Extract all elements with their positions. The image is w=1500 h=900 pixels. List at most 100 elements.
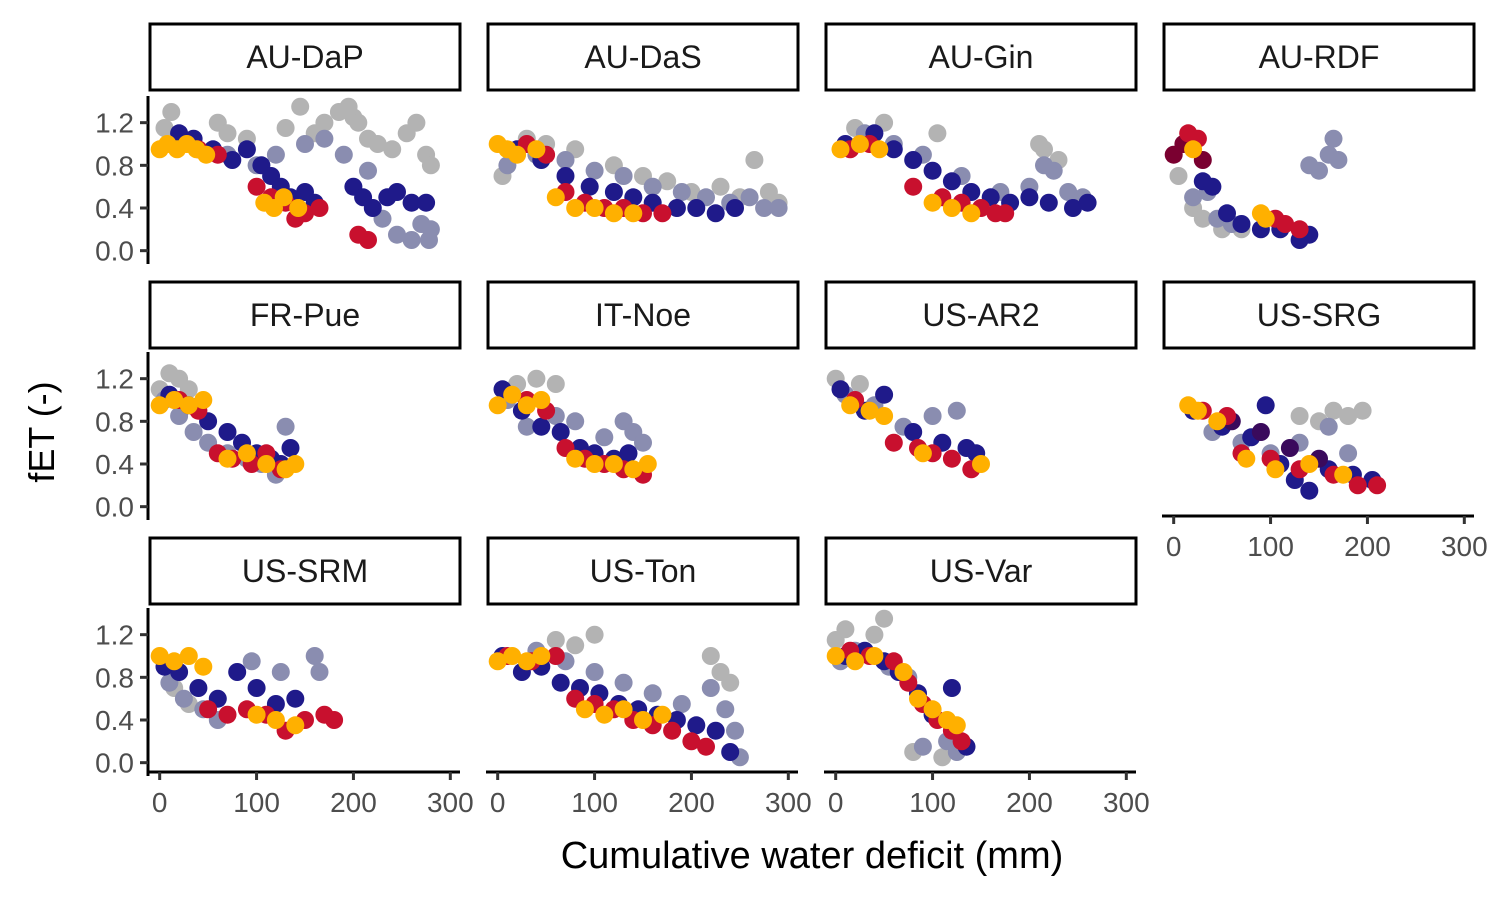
- data-point: [532, 391, 551, 409]
- data-point: [174, 689, 193, 708]
- x-tick-label: 100: [909, 787, 956, 818]
- data-point: [614, 673, 633, 692]
- data-point: [672, 183, 691, 201]
- x-tick-label: 300: [765, 787, 812, 818]
- data-point: [286, 455, 305, 473]
- data-point: [972, 455, 990, 473]
- data-point: [721, 743, 740, 761]
- strip-label: US-SRM: [242, 553, 368, 589]
- x-tick-label: 200: [668, 787, 715, 818]
- data-point: [223, 151, 242, 169]
- data-point: [1251, 423, 1270, 441]
- data-point: [831, 380, 850, 399]
- data-point: [402, 193, 421, 212]
- data-point: [517, 652, 536, 671]
- data-point: [566, 412, 585, 431]
- data-point: [701, 647, 720, 665]
- x-tick-label: 300: [1441, 531, 1488, 562]
- data-point: [556, 167, 575, 185]
- data-point: [1188, 401, 1207, 420]
- y-tick-label: 1.2: [95, 620, 134, 651]
- data-point: [266, 145, 285, 164]
- x-tick-label: 100: [1247, 531, 1294, 562]
- points-group: [1179, 396, 1387, 500]
- data-point: [1044, 161, 1063, 180]
- data-point: [194, 391, 213, 409]
- strip-label: AU-Gin: [929, 39, 1034, 75]
- data-point: [1300, 455, 1319, 473]
- data-point: [368, 135, 387, 153]
- data-point: [604, 455, 623, 473]
- panel-us-ar2: US-AR2: [824, 280, 1138, 479]
- data-point: [407, 113, 426, 132]
- data-point: [923, 193, 942, 212]
- points-group: [150, 364, 305, 484]
- data-point: [745, 151, 764, 169]
- data-point: [1256, 209, 1275, 228]
- x-tick-label: 300: [1103, 787, 1150, 818]
- strip-label: AU-RDF: [1259, 39, 1380, 75]
- data-point: [1218, 204, 1236, 223]
- data-point: [1184, 140, 1203, 159]
- data-point: [687, 716, 706, 735]
- data-point: [904, 177, 923, 196]
- data-point: [276, 417, 295, 436]
- data-point: [517, 396, 536, 415]
- data-point: [189, 679, 208, 697]
- data-point: [740, 188, 759, 207]
- data-point: [266, 711, 285, 729]
- y-tick-label: 0.4: [95, 449, 134, 480]
- data-point: [933, 748, 952, 767]
- data-point: [585, 663, 604, 681]
- data-point: [726, 199, 744, 217]
- strip-box: [486, 280, 800, 350]
- data-point: [580, 177, 599, 196]
- panel-au-rdf: AU-RDF: [1162, 22, 1476, 249]
- data-point: [155, 119, 174, 137]
- data-point: [421, 156, 440, 175]
- data-point: [388, 225, 406, 244]
- data-point: [242, 652, 261, 671]
- data-point: [165, 391, 184, 409]
- panels-layer: AU-DaP 0.0 0.4 0.8 1.2 AU-DaS AU-Gin AU-RDF FR-P…: [95, 22, 1488, 818]
- data-point: [247, 177, 266, 196]
- panel-us-ton: US-Ton 0 100 200 300: [486, 536, 812, 818]
- x-tick-label: 200: [1006, 787, 1053, 818]
- panel-au-das: AU-DaS: [486, 22, 800, 223]
- y-tick-label: 0.0: [95, 748, 134, 779]
- x-tick-label: 0: [1166, 531, 1182, 562]
- data-point: [359, 231, 377, 249]
- data-point: [624, 204, 643, 223]
- data-point: [546, 647, 565, 665]
- data-point: [952, 732, 971, 751]
- data-point: [281, 439, 300, 457]
- x-tick-label: 300: [427, 787, 474, 818]
- data-point: [706, 204, 725, 223]
- data-point: [947, 716, 966, 735]
- data-point: [291, 97, 310, 116]
- data-point: [716, 700, 735, 719]
- data-point: [865, 625, 884, 644]
- data-point: [1353, 401, 1372, 420]
- data-point: [150, 647, 169, 665]
- data-point: [836, 620, 855, 639]
- data-point: [585, 625, 604, 644]
- data-point: [923, 407, 942, 425]
- strip-box: [486, 22, 800, 92]
- points-group: [826, 609, 976, 767]
- x-tick-label: 100: [233, 787, 280, 818]
- points-group: [1164, 124, 1348, 249]
- data-point: [604, 183, 623, 201]
- data-point: [1064, 199, 1082, 217]
- strip-box: [148, 536, 462, 606]
- data-point: [913, 737, 932, 756]
- data-point: [1324, 401, 1343, 420]
- panel-au-dap: AU-DaP 0.0 0.4 0.8 1.2: [95, 22, 462, 267]
- data-point: [928, 124, 947, 143]
- data-point: [488, 652, 507, 671]
- data-point: [276, 119, 295, 137]
- x-tick-label: 100: [571, 787, 618, 818]
- data-point: [672, 695, 691, 713]
- x-axis-title: Cumulative water deficit (mm): [561, 835, 1064, 877]
- strip-label: US-Var: [930, 553, 1033, 589]
